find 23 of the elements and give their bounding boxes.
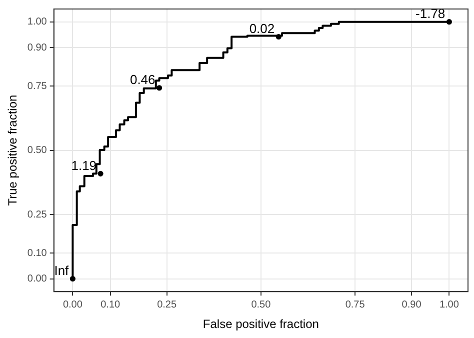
x-tick-label: 0.50 — [251, 299, 272, 310]
annotation: 1.19 — [71, 158, 97, 173]
x-tick-label: 0.90 — [402, 299, 422, 310]
point — [446, 19, 452, 25]
x-tick-label: 1.00 — [439, 299, 460, 310]
y-tick-label: 0.75 — [27, 80, 48, 92]
x-tick-label: 0.75 — [345, 299, 366, 310]
annotation: 0.02 — [249, 20, 275, 36]
y-tick-label: 0.25 — [27, 209, 48, 220]
annotation: Inf — [54, 262, 70, 278]
y-tick-label: 0.90 — [27, 42, 48, 54]
annotation: 0.46 — [130, 72, 156, 87]
y-axis-title: True positive fraction — [6, 94, 20, 206]
y-tick-label: 0.00 — [27, 274, 48, 285]
y-tick-label: 1.00 — [27, 16, 48, 28]
x-tick-label: 0.25 — [157, 299, 177, 310]
x-tick-label: 0.00 — [62, 299, 83, 310]
x-axis-title: False positive fraction — [202, 317, 319, 332]
y-tick-label: 0.50 — [27, 145, 48, 156]
x-tick-label: 0.10 — [100, 299, 121, 310]
point — [98, 170, 104, 176]
point — [156, 85, 162, 91]
y-tick-label: 0.10 — [27, 248, 48, 259]
